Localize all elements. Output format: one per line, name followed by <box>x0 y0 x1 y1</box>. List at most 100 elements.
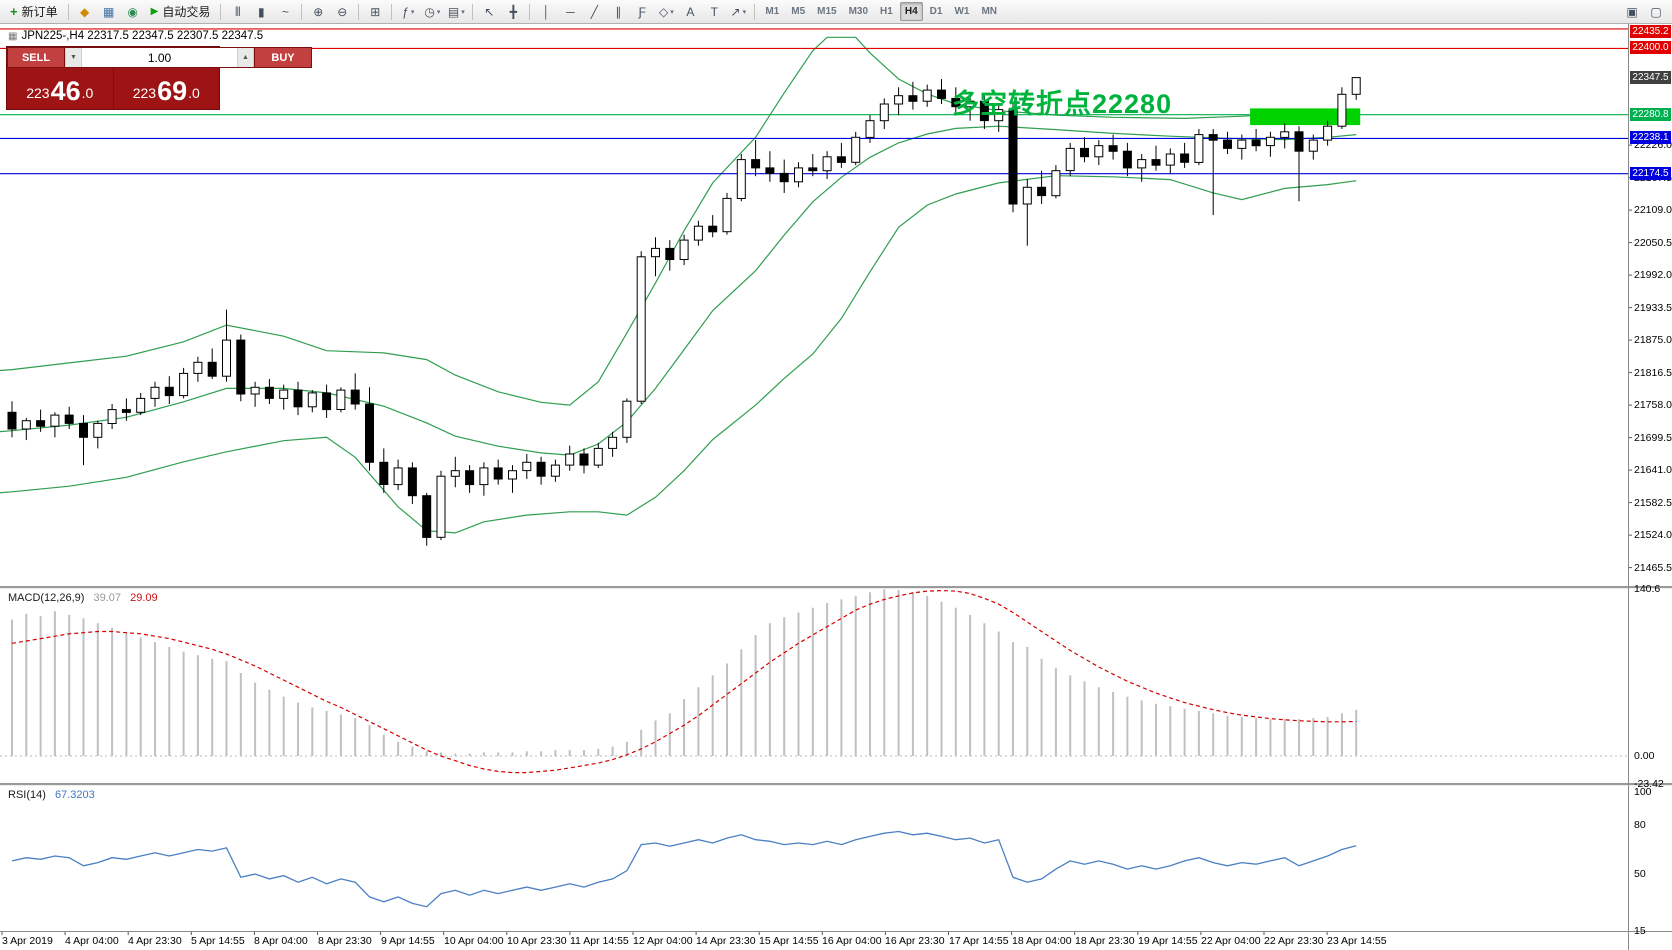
fibonacci-button[interactable]: Ƒ <box>631 1 653 23</box>
macd-label: MACD(12,26,9) 39.07 29.09 <box>8 592 158 604</box>
rsi-scale-label: 50 <box>1634 868 1646 880</box>
text-label-button[interactable]: T <box>703 1 725 23</box>
timeframe-buttons: M1 M5 M15 M30 H1 H4 D1 W1 MN <box>759 2 1003 21</box>
chevron-down-icon: ▾ <box>436 8 441 16</box>
vertical-line-button[interactable]: │ <box>535 1 557 23</box>
indicators-button[interactable]: ƒ ▾ <box>397 1 419 23</box>
macd-rsi-separator[interactable] <box>0 783 1672 786</box>
volume-stepper: ▼ ▲ <box>65 47 254 68</box>
time-axis-label: 8 Apr 04:00 <box>254 935 308 947</box>
timeframe-m5-button[interactable]: M5 <box>791 6 806 17</box>
volume-down-button[interactable]: ▼ <box>65 48 82 67</box>
toolbar-separator <box>529 3 531 20</box>
candlestick-chart-button[interactable]: ▮ <box>250 1 272 23</box>
time-axis-label: 4 Apr 23:30 <box>128 935 182 947</box>
timeframe-h1-button[interactable]: H1 <box>880 6 893 17</box>
chevron-down-icon: ▾ <box>410 8 415 16</box>
navigator-icon: ◉ <box>127 4 138 19</box>
zoom-out-button[interactable]: ⊖ <box>331 1 353 23</box>
chevron-down-icon: ▾ <box>742 8 747 16</box>
timeframe-d1-button[interactable]: D1 <box>929 6 943 17</box>
time-axis-label: 14 Apr 23:30 <box>696 935 756 947</box>
price-level-badge: 22280.8 <box>1630 108 1671 121</box>
timeframe-w1-button[interactable]: W1 <box>954 6 970 17</box>
chart-title: ▦ JPN225-,H4 22317.5 22347.5 22307.5 2234… <box>8 30 263 42</box>
volume-up-button[interactable]: ▲ <box>237 48 254 67</box>
arrows-button[interactable]: ↗ ▾ <box>727 1 749 23</box>
time-axis-label: 12 Apr 04:00 <box>633 935 693 947</box>
indicators-icon: ƒ <box>402 4 409 19</box>
periods-button[interactable]: ◷ ▾ <box>421 1 443 23</box>
time-axis-label: 23 Apr 14:55 <box>1327 935 1387 947</box>
macd-histogram <box>11 589 1358 756</box>
text-button[interactable]: A <box>679 1 701 23</box>
crosshair-button[interactable]: ╋ <box>502 1 524 23</box>
equidistant-channel-button[interactable]: ∥ <box>607 1 629 23</box>
macd-scale-label: 140.6 <box>1634 583 1661 595</box>
new-window-button[interactable]: ▢ <box>1645 1 1667 23</box>
toolbar-main-icons: ||| ▮ ~ ⊕ ⊖ ⊞ ƒ ▾ ◷ ▾ ▤ ▾ ↖ ╋ │ ─ ╱ ∥ Ƒ ◇ ▾ A T ↗ ▾ <box>225 1 750 23</box>
time-axis-label: 4 Apr 04:00 <box>65 935 119 947</box>
navigator-button[interactable]: ◉ <box>122 1 144 23</box>
cursor-button[interactable]: ↖ <box>478 1 500 23</box>
bar-chart-button[interactable]: ||| <box>226 1 248 23</box>
price-axis-label: 21933.5 <box>1634 302 1672 314</box>
dock-window-button[interactable]: ▣ <box>1621 1 1643 23</box>
chart-title-ohlc: 22317.5 22347.5 22307.5 22347.5 <box>87 30 264 42</box>
price-axis-border <box>1628 24 1629 950</box>
timeframe-m1-button[interactable]: M1 <box>765 6 780 17</box>
chevron-down-icon: ▾ <box>670 8 674 16</box>
price-axis-label: 22109.0 <box>1634 204 1672 216</box>
price-level-badge: 22174.5 <box>1630 167 1671 180</box>
autotrade-button[interactable]: ▶ 自动交易 <box>146 1 216 23</box>
cursor-icon: ↖ <box>484 4 495 19</box>
horizontal-line-button[interactable]: ─ <box>559 1 581 23</box>
buy-price-pips: .0 <box>188 85 200 102</box>
text-icon: A <box>686 4 695 19</box>
time-axis-label: 15 Apr 14:55 <box>759 935 819 947</box>
trendline-icon: ╱ <box>590 4 598 19</box>
line-chart-icon: ~ <box>281 4 289 19</box>
sell-price[interactable]: 223 46.0 <box>7 68 114 109</box>
dock-window-icon: ▣ <box>1626 4 1638 19</box>
new-order-button[interactable]: + 新订单 <box>5 1 63 23</box>
buy-price[interactable]: 223 69.0 <box>114 68 220 109</box>
shapes-icon: ◇ <box>658 4 669 19</box>
timeframe-m30-button[interactable]: M30 <box>848 6 869 17</box>
market-watch-icon: ◆ <box>79 4 90 19</box>
price-level-badge: 22238.1 <box>1630 131 1671 144</box>
new-window-icon: ▢ <box>1650 4 1662 19</box>
zoom-in-button[interactable]: ⊕ <box>307 1 329 23</box>
price-axis-label: 21465.5 <box>1634 562 1672 574</box>
sell-button[interactable]: SELL <box>7 47 65 68</box>
trendline-button[interactable]: ╱ <box>583 1 605 23</box>
time-axis-label: 16 Apr 04:00 <box>822 935 882 947</box>
crosshair-icon: ╋ <box>509 4 517 19</box>
new-order-icon: + <box>10 4 18 19</box>
price-axis-label: 21992.0 <box>1634 269 1672 281</box>
time-axis-label: 11 Apr 14:55 <box>570 935 629 947</box>
price-axis-label: 22050.5 <box>1634 237 1672 249</box>
macd-signal-line <box>11 589 1357 774</box>
chart-annotation-text[interactable]: 多空转折点22280 <box>952 89 1173 119</box>
timeframe-m15-button[interactable]: M15 <box>817 6 837 17</box>
templates-button[interactable]: ▤ ▾ <box>445 1 467 23</box>
timeframe-mn-button[interactable]: MN <box>981 6 997 17</box>
volume-input[interactable] <box>82 48 237 67</box>
timeframe-h4-button[interactable]: H4 <box>899 2 923 21</box>
bollinger-middle-band <box>0 125 1357 456</box>
tile-windows-button[interactable]: ⊞ <box>364 1 386 23</box>
tile-windows-icon: ⊞ <box>370 4 381 19</box>
line-chart-button[interactable]: ~ <box>274 1 296 23</box>
shapes-button[interactable]: ◇ ▾ <box>655 1 677 23</box>
price-axis-label: 21816.5 <box>1634 367 1672 379</box>
rsi-label: RSI(14) 67.3203 <box>8 789 95 801</box>
highlight-rectangle[interactable] <box>1250 108 1361 126</box>
market-watch-button[interactable]: ◆ <box>74 1 96 23</box>
data-window-button[interactable]: ▦ <box>98 1 120 23</box>
buy-button[interactable]: BUY <box>254 47 312 68</box>
chart-macd-separator[interactable] <box>0 586 1672 589</box>
chevron-down-icon: ▾ <box>461 8 465 16</box>
toolbar-separator <box>358 3 360 20</box>
